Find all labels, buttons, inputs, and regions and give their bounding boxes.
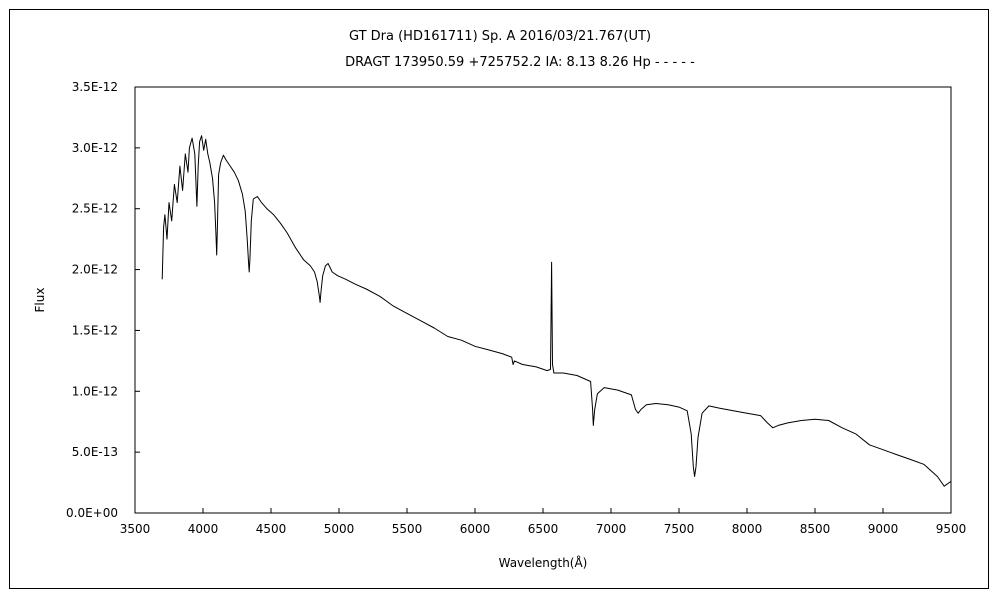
series-layer	[161, 135, 952, 487]
x-tick-label: 4500	[256, 522, 287, 536]
y-tick-label: 1.5E-12	[72, 323, 118, 337]
chart-title: GT Dra (HD161711) Sp. A 2016/03/21.767(U…	[349, 29, 651, 44]
x-tick-label: 7500	[664, 522, 695, 536]
x-tick-label: 8000	[732, 522, 763, 536]
x-tick-label: 5000	[324, 522, 355, 536]
x-tick-label: 9500	[936, 522, 967, 536]
x-tick-label: 7000	[596, 522, 627, 536]
x-tick-label: 9000	[868, 522, 899, 536]
y-tick-label: 2.5E-12	[72, 202, 118, 216]
y-tick-label: 1.0E-12	[72, 384, 118, 398]
y-tick-label: 2.0E-12	[72, 263, 118, 277]
x-tick-label: 8500	[800, 522, 831, 536]
y-axis: 0.0E+00 5.0E-13 1.0E-12 1.5E-12 2.0E-12 2.5E-…	[66, 80, 140, 520]
y-tick-label: 5.0E-13	[72, 445, 118, 459]
y-tick-label: 3.0E-12	[72, 141, 118, 155]
chart-subtitle: DRAGT 173950.59 +725752.2 IA: 8.13 8.26 …	[345, 55, 695, 70]
y-axis-label: Flux	[33, 288, 47, 313]
y-tick-label: 0.0E+00	[66, 506, 118, 520]
x-tick-label: 6500	[528, 522, 559, 536]
x-axis-label: Wavelength(Å)	[499, 555, 588, 570]
y-tick-label: 3.5E-12	[72, 80, 118, 94]
plot-area	[134, 86, 952, 514]
x-tick-label: 4000	[188, 522, 219, 536]
spectrum-line	[161, 135, 952, 487]
x-tick-label: 3500	[120, 522, 151, 536]
x-tick-label: 5500	[392, 522, 423, 536]
chart-frame	[9, 9, 989, 589]
x-axis: 3500 4000 4500 5000 5500 6000 6500 7000 7500 8000…	[120, 508, 967, 536]
x-tick-label: 6000	[460, 522, 491, 536]
